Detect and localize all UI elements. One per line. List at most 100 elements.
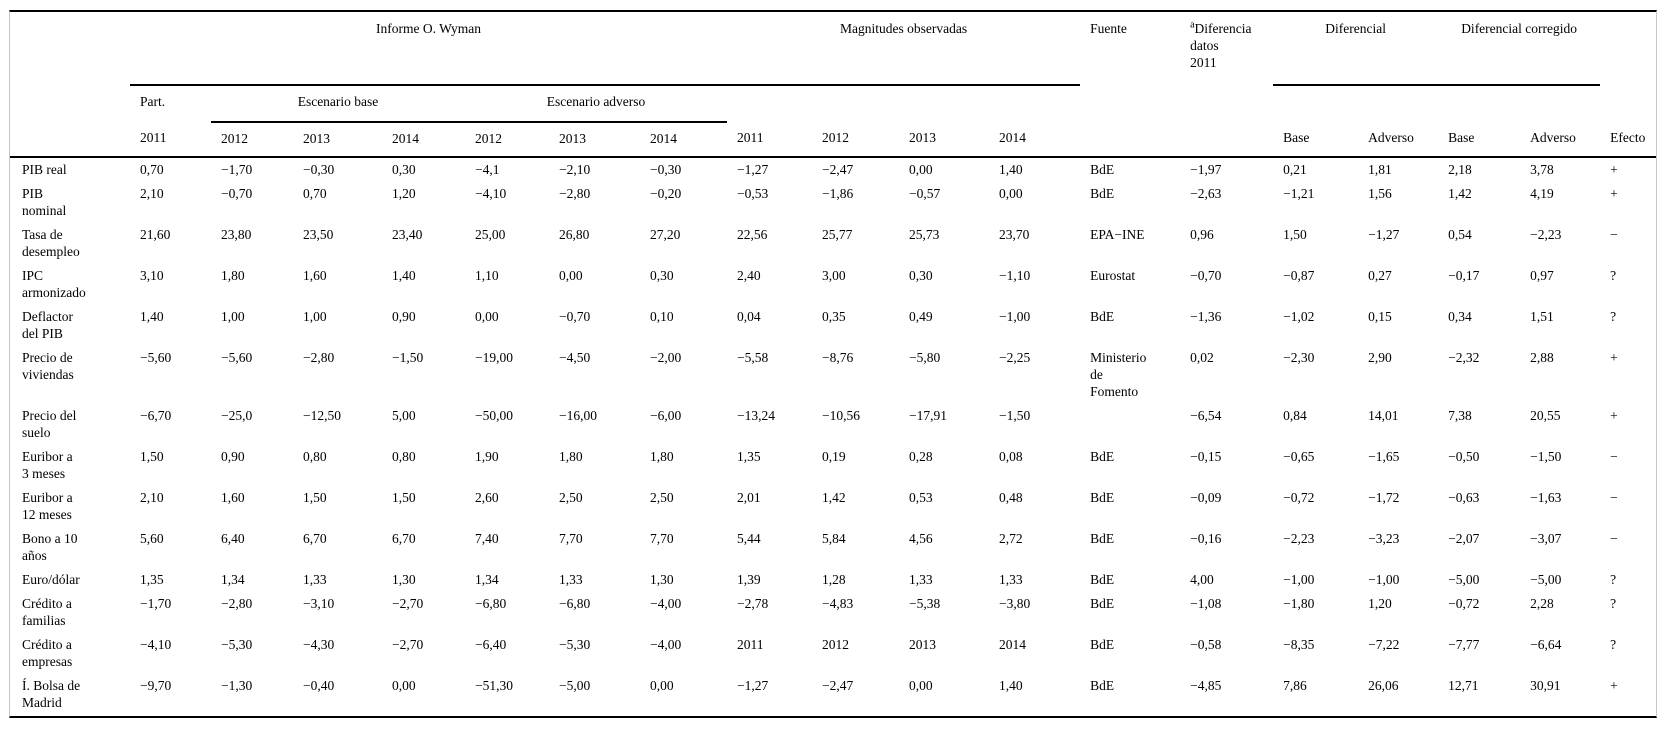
value-cell: −7,22	[1368, 637, 1400, 652]
value-cell: 2011	[737, 637, 764, 652]
value-cell: −2,80	[559, 186, 591, 201]
table-row: Precio del suelo −6,70 −25,0 −12,50 5,00 −50,…	[10, 404, 1656, 445]
value-cell: 1,10	[475, 268, 499, 283]
value-cell: 2013	[909, 637, 937, 652]
value-cell: −8,76	[822, 350, 854, 365]
value-cell: −1,65	[1368, 449, 1400, 464]
value-cell: 0,00	[650, 678, 674, 693]
col-header-year: 2012	[812, 122, 900, 158]
value-cell: −3,07	[1530, 531, 1562, 546]
value-cell: −2,25	[999, 350, 1031, 365]
table-row: Tasa de desempleo 21,60 23,80 23,50 23,40 25,…	[10, 223, 1656, 264]
value-cell: −0,53	[737, 186, 769, 201]
value-cell: −0,30	[303, 162, 335, 177]
value-cell: −0,72	[1448, 596, 1480, 611]
table-row: Precio de viviendas −5,60 −5,60 −2,80 −1,50 −…	[10, 346, 1656, 404]
value-cell: 0,70	[303, 186, 327, 201]
value-cell: −0,40	[303, 678, 335, 693]
value-cell: 0,15	[1368, 309, 1392, 324]
value-cell: −2,70	[392, 596, 424, 611]
value-cell: −9,70	[140, 678, 172, 693]
value-cell: −1,50	[1530, 449, 1562, 464]
value-cell: 1,33	[559, 572, 583, 587]
col-header-diferencia-label: Diferencia datos 2011	[1190, 21, 1252, 70]
value-cell: −4,50	[559, 350, 591, 365]
value-cell: −5,30	[221, 637, 253, 652]
value-cell: 7,38	[1448, 408, 1472, 423]
spacer-cell	[1180, 122, 1274, 158]
value-cell: 0,53	[909, 490, 933, 505]
value-cell: 21,60	[140, 227, 171, 242]
value-cell: 20,55	[1530, 408, 1561, 423]
value-cell: 0,04	[737, 309, 761, 324]
efecto-cell: +	[1610, 162, 1618, 177]
value-cell: −2,80	[221, 596, 253, 611]
row-label: Precio del suelo	[22, 408, 77, 440]
value-cell: −16,00	[559, 408, 597, 423]
value-cell: 1,35	[737, 449, 761, 464]
value-cell: 2,60	[475, 490, 499, 505]
value-cell: −0,50	[1448, 449, 1480, 464]
value-cell: 5,44	[737, 531, 761, 546]
value-cell: 0,90	[221, 449, 245, 464]
value-cell: −3,10	[303, 596, 335, 611]
value-cell: −2,47	[822, 162, 854, 177]
value-cell: −2,32	[1448, 350, 1480, 365]
value-cell: 3,78	[1530, 162, 1554, 177]
value-cell: −50,00	[475, 408, 513, 423]
value-cell: −2,10	[559, 162, 591, 177]
row-label: PIB nominal	[22, 186, 67, 218]
value-cell: 2,10	[140, 490, 164, 505]
subgroup-header-row: Part. Escenario base Escenario adverso	[10, 85, 1656, 123]
group-header-row: Informe O. Wyman Magnitudes observadas F…	[10, 12, 1656, 86]
value-cell: 0,30	[392, 162, 416, 177]
value-cell: −0,57	[909, 186, 941, 201]
value-cell: 0,70	[140, 162, 164, 177]
value-cell: 2,01	[737, 490, 761, 505]
value-cell: −1,30	[221, 678, 253, 693]
value-cell: 1,60	[303, 268, 327, 283]
value-cell: −19,00	[475, 350, 513, 365]
group-header-diferencial-corregido: Diferencial corregido	[1438, 12, 1601, 86]
value-cell: −2,78	[737, 596, 769, 611]
value-cell: −6,00	[650, 408, 682, 423]
value-cell: 2012	[822, 637, 850, 652]
value-cell: −0,30	[650, 162, 682, 177]
value-cell: 25,77	[822, 227, 853, 242]
value-cell: 1,60	[221, 490, 245, 505]
value-cell: −1,08	[1190, 596, 1222, 611]
efecto-cell: +	[1610, 408, 1618, 423]
col-header-year: 2014	[382, 122, 465, 158]
value-cell: −1,70	[140, 596, 172, 611]
value-cell: 1,33	[909, 572, 933, 587]
value-cell: −2,30	[1283, 350, 1315, 365]
table-row: Í. Bolsa de Madrid −9,70 −1,30 −0,40 0,00 −51…	[10, 674, 1656, 715]
value-cell: 1,80	[559, 449, 583, 464]
value-cell: 0,34	[1448, 309, 1472, 324]
value-cell: 0,00	[999, 186, 1023, 201]
value-cell: −51,30	[475, 678, 513, 693]
efecto-cell: ?	[1610, 637, 1617, 652]
fuente-cell: Eurostat	[1090, 268, 1136, 283]
spacer-cell	[1080, 122, 1181, 158]
value-cell: 1,40	[140, 309, 164, 324]
value-cell: −12,50	[303, 408, 341, 423]
value-cell: 0,30	[909, 268, 933, 283]
value-cell: −0,65	[1283, 449, 1315, 464]
value-cell: 0,28	[909, 449, 933, 464]
value-cell: 14,01	[1368, 408, 1399, 423]
value-cell: 0,30	[650, 268, 674, 283]
value-cell: −1,70	[221, 162, 253, 177]
value-cell: 2,40	[737, 268, 761, 283]
table-row: Crédito a empresas −4,10 −5,30 −4,30 −2,70 −6…	[10, 633, 1656, 674]
value-cell: 1,80	[221, 268, 245, 283]
value-cell: 2,88	[1530, 350, 1554, 365]
col-header-year: 2012	[211, 122, 293, 158]
value-cell: 1,90	[475, 449, 499, 464]
value-cell: 1,81	[1368, 162, 1392, 177]
value-cell: 1,40	[392, 268, 416, 283]
col-header-year: 2013	[549, 122, 640, 158]
spacer-cell	[10, 85, 130, 122]
value-cell: 1,40	[999, 678, 1023, 693]
value-cell: −0,70	[1190, 268, 1222, 283]
